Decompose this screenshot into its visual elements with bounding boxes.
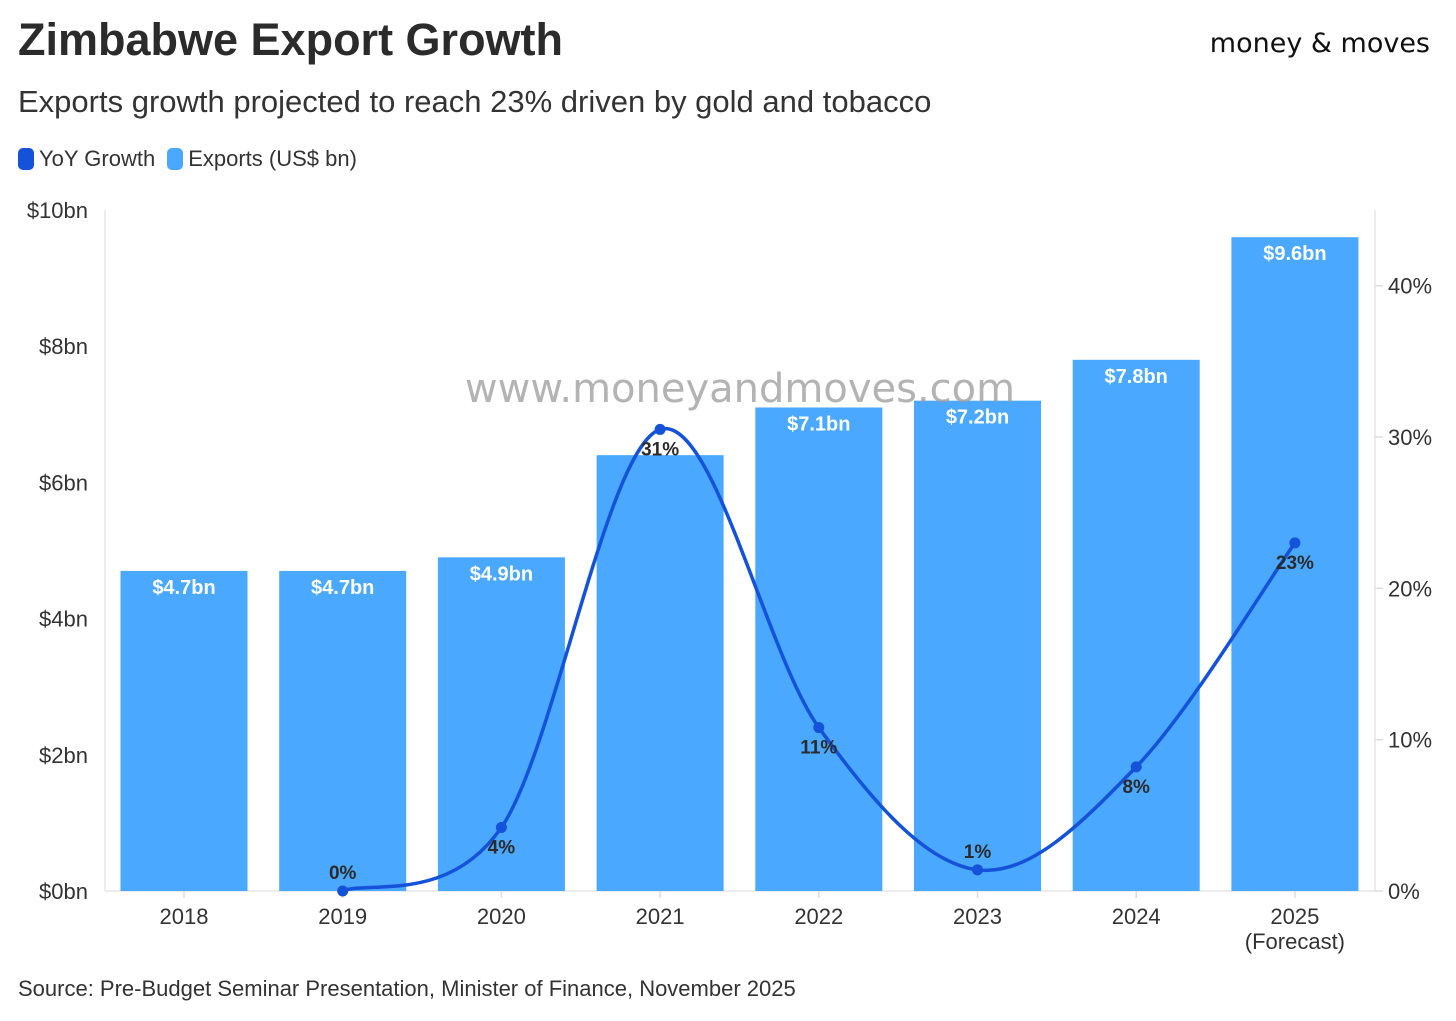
x-tick-label: 2022: [794, 904, 843, 929]
yoy-growth-point: [495, 821, 507, 833]
yoy-growth-label: 0%: [329, 863, 357, 884]
bar-value-label: $4.7bn: [311, 577, 374, 599]
y-right-tick-label: 30%: [1388, 425, 1432, 450]
legend-swatch-yoy-growth: [18, 148, 34, 170]
bar-2018: [120, 570, 248, 891]
bar-2025: [1231, 237, 1359, 892]
y-left-tick-label: $4bn: [39, 607, 88, 632]
x-tick-label: 2021: [636, 904, 685, 929]
x-tick-label: (Forecast): [1245, 929, 1345, 954]
legend-label-yoy-growth: YoY Growth: [39, 146, 156, 171]
legend-label-exports: Exports (US$ bn): [188, 146, 357, 171]
yoy-growth-label: 8%: [1122, 777, 1150, 798]
legend-item-yoy-growth[interactable]: YoY Growth: [18, 146, 155, 172]
x-tick-label: 2019: [318, 904, 367, 929]
y-left-tick-label: $6bn: [39, 470, 88, 495]
yoy-growth-label: 1%: [964, 842, 992, 863]
yoy-growth-point: [972, 864, 983, 876]
bar-value-label: $7.8bn: [1105, 366, 1168, 388]
legend-swatch-exports: [167, 148, 184, 170]
bar-2022: [755, 407, 883, 891]
x-tick-label: 2020: [477, 904, 526, 929]
chart-title: Zimbabwe Export Growth: [18, 14, 564, 65]
bar-2021: [596, 455, 724, 891]
yoy-growth-label: 23%: [1276, 553, 1314, 574]
y-left-tick-label: $2bn: [39, 743, 88, 768]
y-right-tick-label: 10%: [1388, 728, 1432, 753]
yoy-growth-point: [654, 423, 666, 435]
bar-2024: [1072, 359, 1200, 891]
y-right-tick-label: 20%: [1388, 576, 1432, 601]
bar-value-label: $4.9bn: [470, 563, 533, 585]
chart-subtitle: Exports growth projected to reach 23% dr…: [18, 84, 932, 119]
yoy-growth-point: [813, 722, 825, 734]
x-tick-label: 2024: [1112, 904, 1161, 929]
legend-item-exports[interactable]: Exports (US$ bn): [167, 146, 357, 172]
y-left-tick-label: $10bn: [27, 198, 88, 223]
yoy-growth-label: 31%: [641, 439, 679, 460]
bar-value-label: $9.6bn: [1263, 243, 1326, 265]
yoy-growth-label: 11%: [800, 738, 837, 759]
bar-value-label: $7.2bn: [946, 407, 1009, 429]
yoy-growth-point: [1130, 761, 1142, 773]
yoy-growth-point: [1289, 537, 1301, 549]
watermark-text: www.moneyandmoves.com: [465, 366, 1015, 412]
y-right-tick-label: 40%: [1388, 274, 1432, 299]
chart-legend: YoY Growth Exports (US$ bn): [18, 146, 369, 172]
bar-value-label: $4.7bn: [152, 577, 215, 599]
bar-value-label: $7.1bn: [787, 413, 850, 435]
yoy-growth-label: 4%: [488, 837, 516, 858]
y-right-tick-label: 0%: [1388, 879, 1420, 904]
brand-logo: money & moves: [1209, 28, 1430, 59]
y-left-tick-label: $0bn: [39, 879, 88, 904]
y-left-tick-label: $8bn: [39, 334, 88, 359]
yoy-growth-point: [337, 885, 349, 897]
source-note: Source: Pre-Budget Seminar Presentation,…: [18, 976, 796, 1001]
x-tick-label: 2018: [160, 904, 209, 929]
bar-2019: [279, 570, 407, 891]
x-tick-label: 2023: [953, 904, 1002, 929]
bar-2023: [914, 400, 1041, 891]
x-tick-label: 2025: [1270, 904, 1319, 929]
